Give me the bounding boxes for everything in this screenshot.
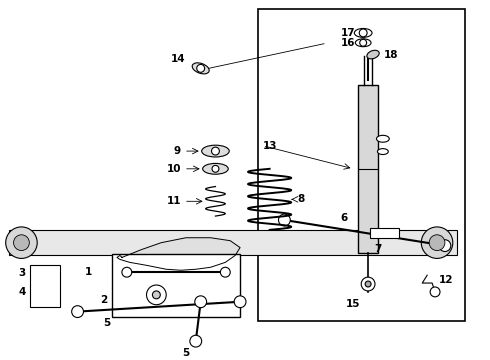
Circle shape: [197, 64, 205, 72]
Text: 7: 7: [374, 244, 382, 253]
Text: 16: 16: [341, 38, 355, 48]
Bar: [30, 265, 60, 307]
Circle shape: [212, 147, 220, 155]
Text: 4: 4: [18, 287, 25, 297]
Ellipse shape: [377, 149, 388, 154]
Circle shape: [6, 227, 37, 258]
Circle shape: [439, 240, 451, 252]
Circle shape: [72, 306, 83, 318]
Circle shape: [361, 277, 375, 291]
Circle shape: [212, 165, 219, 172]
Circle shape: [421, 227, 453, 258]
Text: 12: 12: [439, 275, 454, 285]
Circle shape: [190, 335, 202, 347]
Ellipse shape: [192, 63, 209, 74]
Ellipse shape: [203, 163, 228, 174]
Bar: [258, 9, 465, 321]
Text: 8: 8: [297, 194, 304, 204]
Text: 5: 5: [182, 348, 190, 358]
Text: 17: 17: [341, 28, 355, 38]
Circle shape: [278, 214, 290, 226]
Ellipse shape: [367, 50, 379, 59]
Bar: [369, 228, 399, 238]
Text: 5: 5: [103, 319, 111, 328]
Ellipse shape: [376, 135, 389, 142]
Text: 15: 15: [346, 299, 361, 309]
Circle shape: [429, 235, 445, 251]
Text: 14: 14: [171, 54, 186, 63]
Circle shape: [430, 287, 440, 297]
Text: 6: 6: [340, 213, 347, 223]
Circle shape: [195, 296, 207, 308]
Circle shape: [234, 296, 246, 308]
Bar: [358, 85, 378, 252]
Text: 10: 10: [167, 164, 181, 174]
Circle shape: [360, 39, 367, 46]
Text: 3: 3: [18, 268, 25, 278]
Text: 13: 13: [263, 141, 277, 151]
Bar: [112, 255, 240, 316]
Circle shape: [152, 291, 160, 299]
Text: 11: 11: [167, 196, 181, 206]
Ellipse shape: [355, 39, 371, 47]
Circle shape: [122, 267, 132, 277]
Circle shape: [359, 29, 367, 37]
Bar: [9, 230, 457, 256]
Text: 9: 9: [174, 146, 181, 156]
Polygon shape: [117, 238, 240, 270]
Text: 18: 18: [384, 50, 398, 59]
Circle shape: [147, 285, 166, 305]
Circle shape: [220, 267, 230, 277]
Circle shape: [365, 281, 371, 287]
Ellipse shape: [354, 28, 372, 37]
Text: 2: 2: [100, 295, 107, 305]
Circle shape: [14, 235, 29, 251]
Ellipse shape: [202, 145, 229, 157]
Text: 1: 1: [85, 267, 92, 277]
